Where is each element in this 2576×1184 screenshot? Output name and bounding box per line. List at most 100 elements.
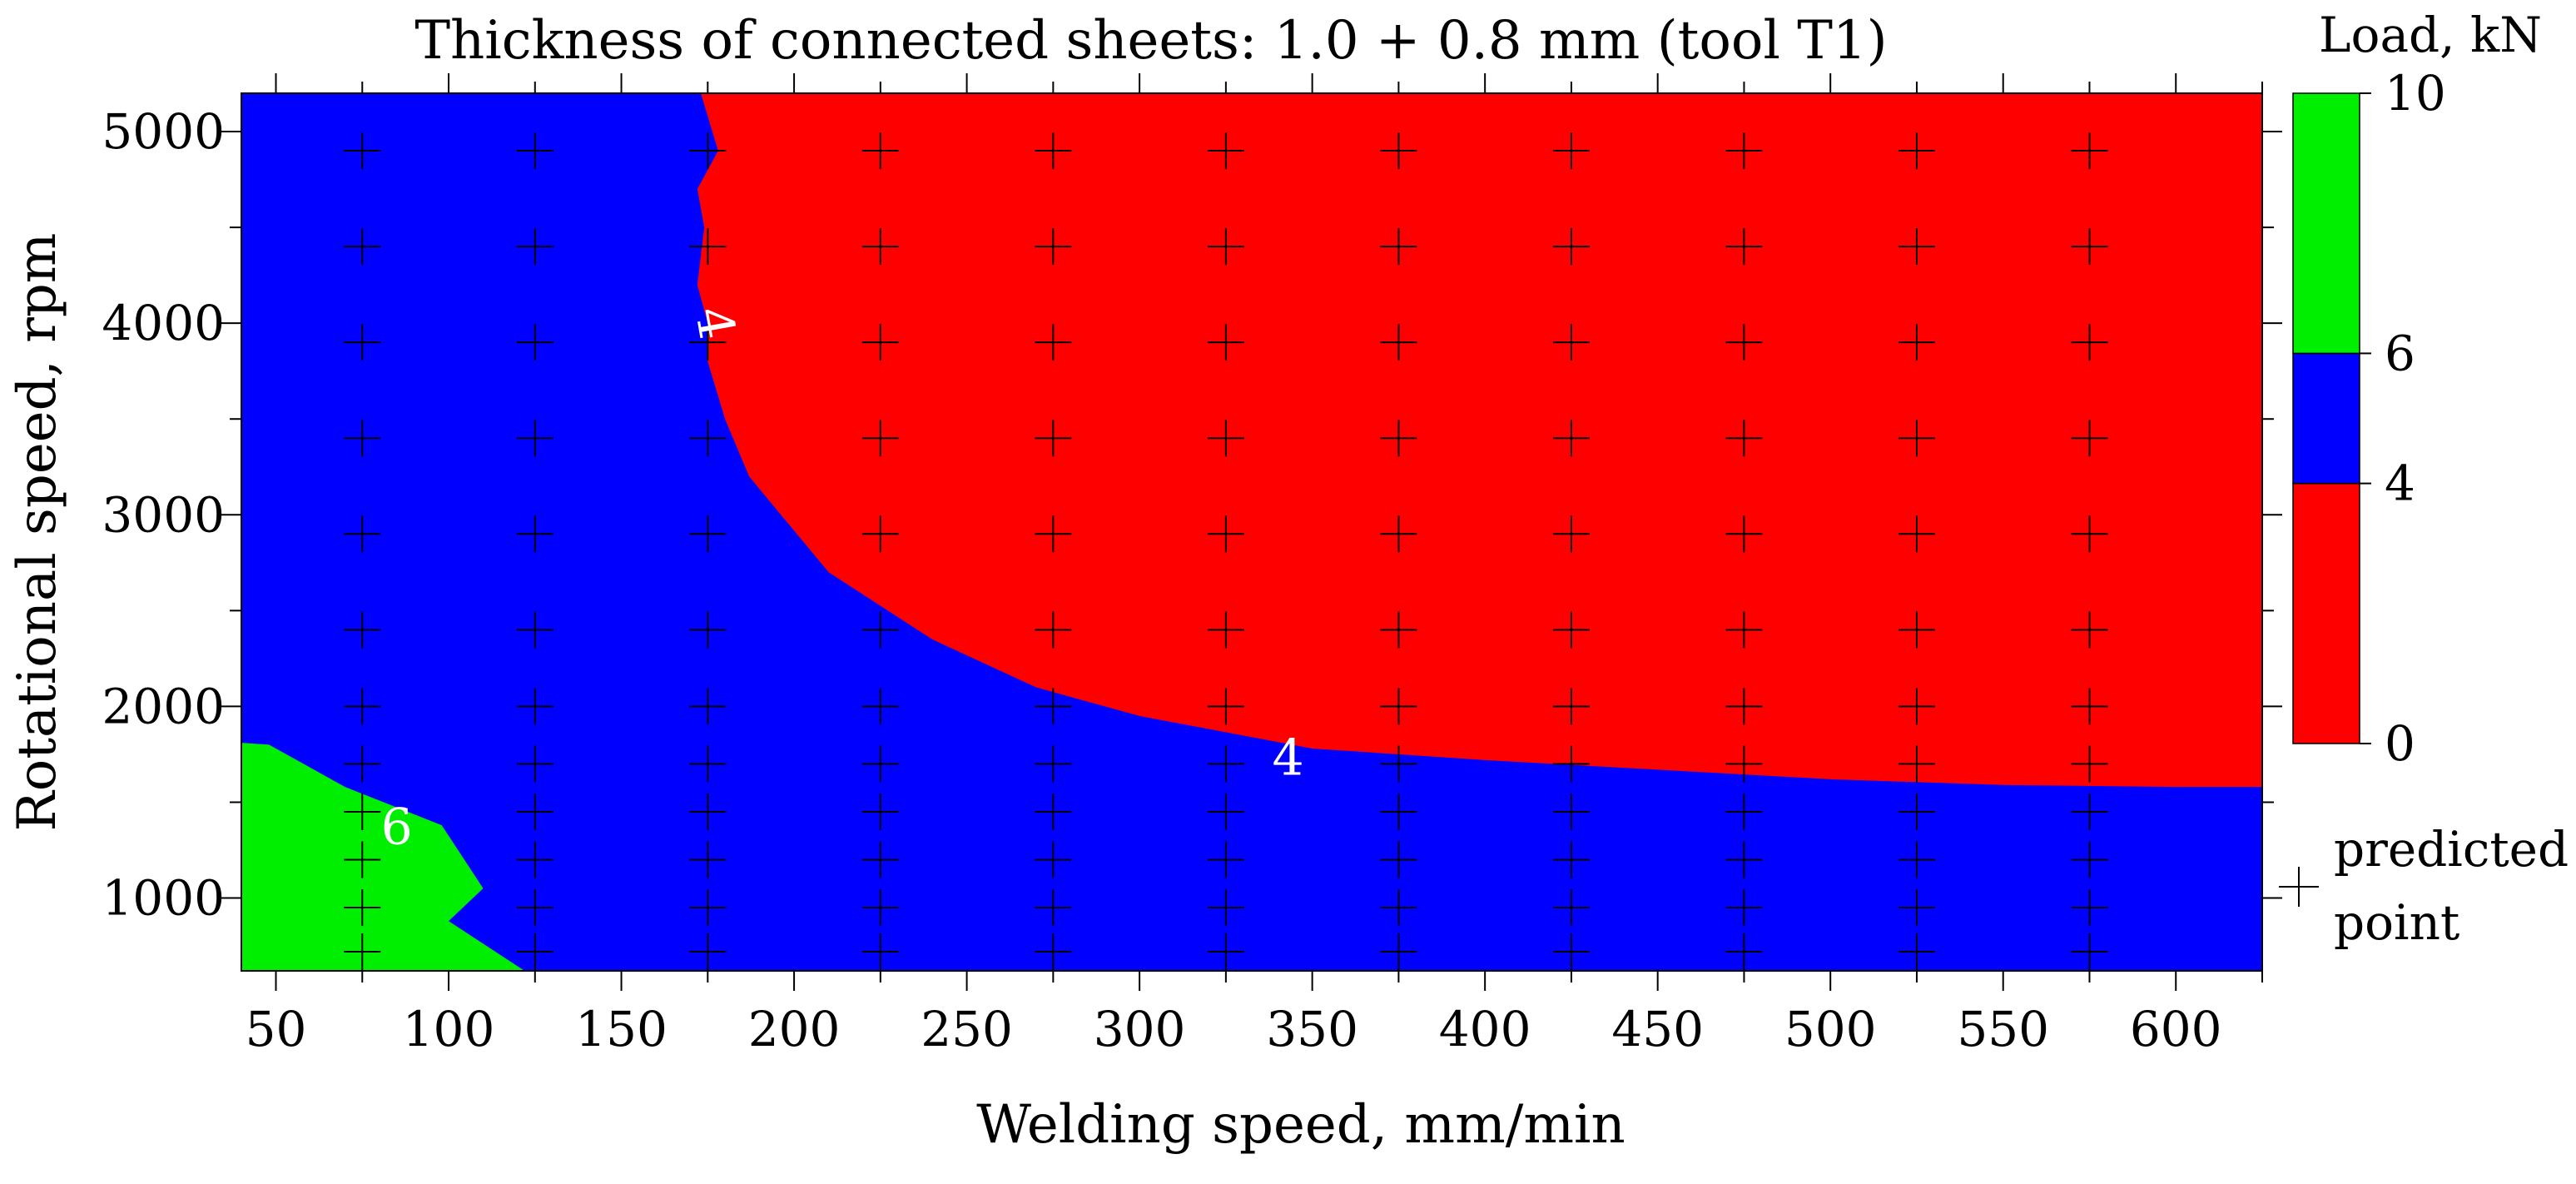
predicted-point-marker xyxy=(1552,793,1590,830)
y-tick-label: 3000 xyxy=(102,486,225,543)
predicted-point-marker xyxy=(1035,228,1072,266)
colorbar-band xyxy=(2292,92,2360,355)
predicted-point-marker xyxy=(1898,933,1935,970)
predicted-point-marker xyxy=(516,132,553,170)
predicted-point-marker xyxy=(344,515,381,553)
predicted-point-marker xyxy=(689,688,727,725)
predicted-point-marker xyxy=(1898,889,1935,927)
predicted-point-marker xyxy=(689,515,727,553)
predicted-point-marker xyxy=(1035,611,1072,649)
x-tick-label: 600 xyxy=(2130,1001,2222,1057)
predicted-point-marker xyxy=(1552,933,1590,970)
predicted-point-marker xyxy=(1552,745,1590,783)
predicted-point-marker xyxy=(1380,420,1417,457)
predicted-point-marker xyxy=(516,889,553,927)
predicted-point-marker xyxy=(1207,688,1244,725)
plot-frame xyxy=(241,92,2263,972)
region-load-below-4 xyxy=(697,93,2262,788)
predicted-point-marker xyxy=(861,889,899,927)
predicted-point-marker xyxy=(1035,132,1072,170)
predicted-point-marker xyxy=(2071,132,2108,170)
colorbar: Load, kN 0 4 6 10 xyxy=(2292,7,2542,772)
predicted-point-marker xyxy=(344,933,381,970)
predicted-point-marker xyxy=(516,745,553,783)
predicted-point-marker xyxy=(1898,745,1935,783)
predicted-point-marker xyxy=(861,324,899,361)
predicted-point-marker xyxy=(861,515,899,553)
predicted-point-marker xyxy=(861,688,899,725)
predicted-point-marker xyxy=(861,611,899,649)
predicted-point-marker xyxy=(344,132,381,170)
predicted-point-marker xyxy=(1725,228,1763,266)
predicted-point-marker xyxy=(2071,793,2108,830)
predicted-point-marker xyxy=(689,841,727,878)
contour-label: 4 xyxy=(1272,729,1303,788)
predicted-point-marker xyxy=(2071,889,2108,927)
predicted-point-marker xyxy=(689,793,727,830)
x-axis-title: Welding speed, mm/min xyxy=(976,1094,1625,1156)
predicted-point-marker xyxy=(2071,324,2108,361)
predicted-point-marker xyxy=(689,933,727,970)
predicted-point-marker xyxy=(1380,132,1417,170)
predicted-point-marker xyxy=(689,132,727,170)
predicted-point-marker xyxy=(1207,132,1244,170)
predicted-point-marker xyxy=(861,132,899,170)
predicted-point-marker xyxy=(1898,324,1935,361)
predicted-point-marker xyxy=(1380,793,1417,830)
y-tick-label: 2000 xyxy=(102,678,225,734)
predicted-point-marker xyxy=(1207,228,1244,266)
predicted-point-marker xyxy=(1725,688,1763,725)
predicted-point-marker xyxy=(1725,324,1763,361)
predicted-point-marker xyxy=(1552,889,1590,927)
predicted-point-marker xyxy=(1035,841,1072,878)
predicted-point-marker xyxy=(516,228,553,266)
predicted-point-marker xyxy=(1207,515,1244,553)
predicted-point-marker xyxy=(1725,132,1763,170)
predicted-point-marker xyxy=(344,688,381,725)
predicted-point-marker xyxy=(1380,889,1417,927)
predicted-point-marker xyxy=(1725,611,1763,649)
predicted-point-marker xyxy=(2071,933,2108,970)
colorbar-band xyxy=(2292,352,2360,485)
predicted-point-marker xyxy=(689,228,727,266)
chart-title: Thickness of connected sheets: 1.0 + 0.8… xyxy=(414,10,1887,72)
region-load-above-6 xyxy=(241,743,525,971)
predicted-point-marker xyxy=(516,688,553,725)
colorbar-label: 0 xyxy=(2385,715,2415,772)
predicted-point-marker xyxy=(2071,420,2108,457)
predicted-point-marker xyxy=(1207,611,1244,649)
predicted-point-marker xyxy=(1207,889,1244,927)
predicted-point-marker xyxy=(1035,793,1072,830)
predicted-point-marker xyxy=(516,793,553,830)
predicted-point-marker xyxy=(689,420,727,457)
predicted-point-marker xyxy=(1725,793,1763,830)
predicted-points xyxy=(344,132,2108,970)
predicted-point-marker xyxy=(344,324,381,361)
x-tick-label: 250 xyxy=(921,1001,1013,1057)
predicted-point-marker xyxy=(344,889,381,927)
predicted-point-marker xyxy=(1725,420,1763,457)
y-tick-label: 4000 xyxy=(102,295,225,351)
predicted-point-marker xyxy=(1552,420,1590,457)
predicted-point-marker xyxy=(1207,933,1244,970)
predicted-point-marker xyxy=(1898,841,1935,878)
predicted-point-marker xyxy=(1380,611,1417,649)
contour-label: 6 xyxy=(381,798,413,856)
predicted-point-marker xyxy=(1380,228,1417,266)
predicted-point-marker xyxy=(2071,745,2108,783)
predicted-point-marker xyxy=(689,889,727,927)
predicted-point-marker xyxy=(1725,745,1763,783)
predicted-point-marker xyxy=(1380,515,1417,553)
predicted-point-marker xyxy=(1725,933,1763,970)
legend-label-line2: point xyxy=(2334,894,2459,951)
predicted-point-marker xyxy=(2071,688,2108,725)
predicted-point-marker xyxy=(516,324,553,361)
predicted-point-marker xyxy=(861,841,899,878)
colorbar-label: 10 xyxy=(2385,65,2446,122)
predicted-point-marker xyxy=(861,793,899,830)
predicted-point-marker xyxy=(1725,515,1763,553)
predicted-point-marker xyxy=(1380,745,1417,783)
predicted-point-marker xyxy=(1552,132,1590,170)
predicted-point-marker xyxy=(1207,841,1244,878)
predicted-point-marker xyxy=(1035,515,1072,553)
